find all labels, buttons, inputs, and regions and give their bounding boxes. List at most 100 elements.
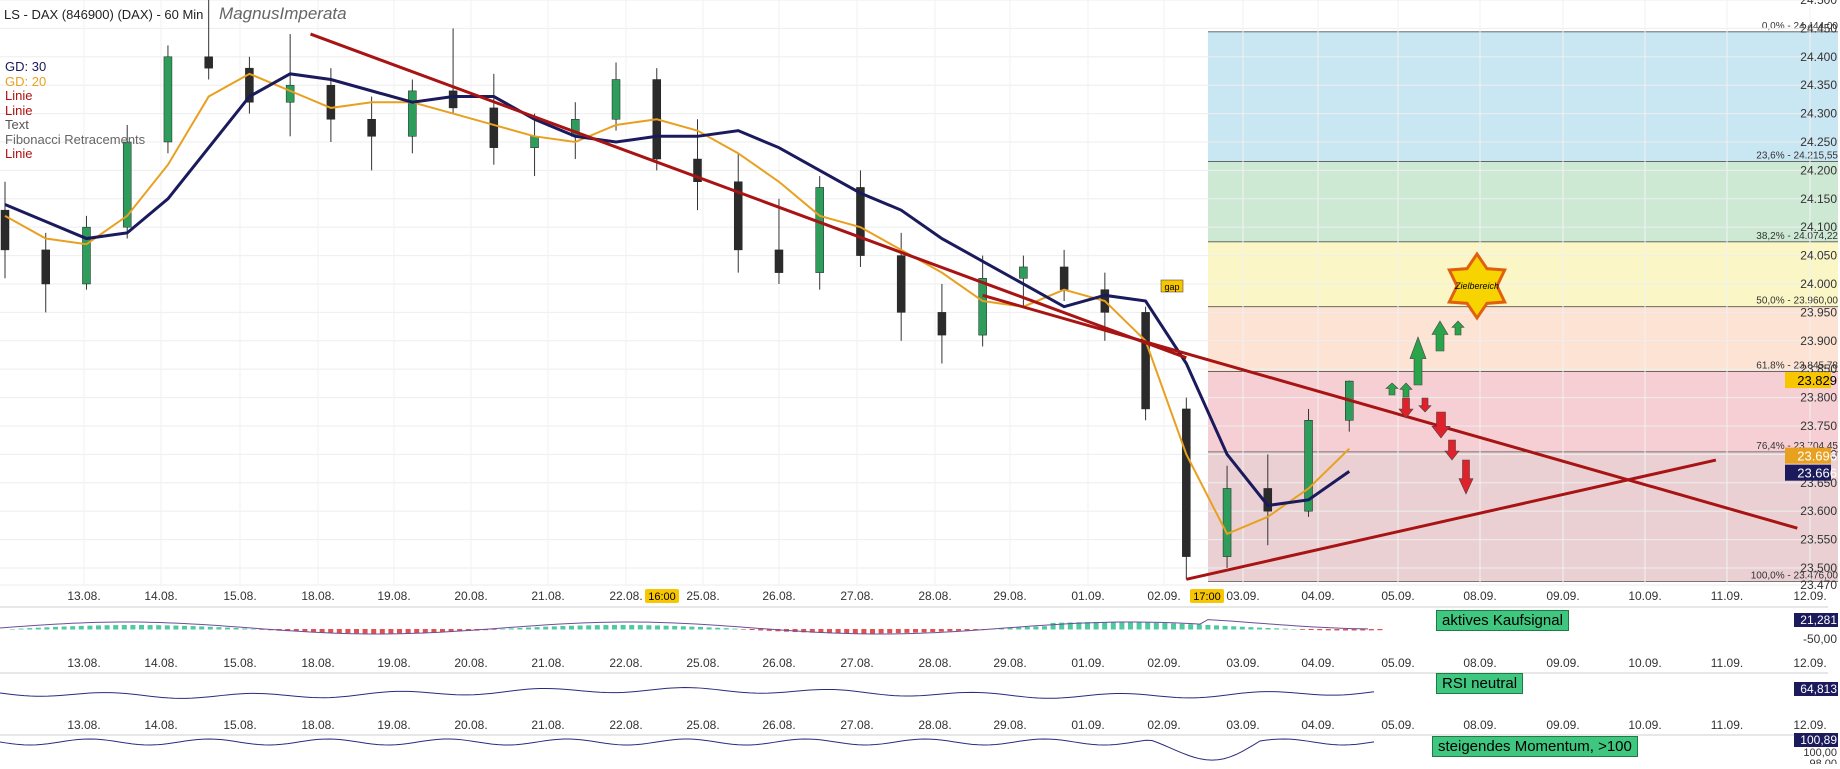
macd-bar bbox=[973, 629, 979, 630]
x-tick-label: 26.08. bbox=[762, 589, 795, 603]
macd-bar bbox=[405, 629, 411, 634]
candle-body bbox=[367, 119, 376, 137]
x-tick-label: 22.08. bbox=[609, 656, 642, 670]
macd-bar bbox=[1222, 625, 1228, 630]
macd-bar bbox=[1171, 623, 1176, 630]
candle-body bbox=[448, 90, 458, 109]
y-tick-label: 24.300 bbox=[1800, 107, 1837, 121]
macd-bar bbox=[156, 625, 162, 630]
macd-bar bbox=[1119, 622, 1125, 630]
macd-bar bbox=[715, 627, 721, 630]
buy-arrow-icon bbox=[1431, 320, 1449, 352]
x-tick-label: 28.08. bbox=[918, 656, 951, 670]
macd-bar bbox=[620, 625, 626, 630]
macd-bar bbox=[1136, 622, 1142, 630]
x-tick-label: 01.09. bbox=[1071, 656, 1104, 670]
macd-bar bbox=[887, 629, 893, 634]
macd-bar bbox=[1334, 629, 1340, 631]
candle-body bbox=[41, 249, 50, 285]
time-tag-1600: 16:00 bbox=[648, 591, 676, 603]
macd-bar bbox=[1042, 626, 1047, 630]
x-tick-label: 20.08. bbox=[454, 589, 487, 603]
macd-bar bbox=[1308, 629, 1314, 631]
macd-bar bbox=[1351, 629, 1357, 631]
time-tag-1700: 17:00 bbox=[1193, 591, 1221, 603]
macd-bar bbox=[87, 625, 93, 630]
macd-bar bbox=[1162, 623, 1168, 630]
macd-bar bbox=[818, 629, 824, 633]
legend-item: Linie bbox=[5, 88, 33, 103]
candle-body bbox=[1304, 420, 1313, 512]
candle-body bbox=[245, 67, 254, 103]
macd-bar bbox=[371, 629, 377, 634]
momentum-signal-badge: steigendes Momentum, >100 bbox=[1432, 736, 1638, 757]
macd-bar bbox=[242, 628, 248, 630]
x-tick-label: 15.08. bbox=[223, 656, 256, 670]
x-tick-label: 04.09. bbox=[1301, 656, 1334, 670]
macd-bar bbox=[216, 627, 222, 630]
fib-zone bbox=[1208, 241, 1838, 307]
rsi-value-bg bbox=[1794, 682, 1838, 696]
macd-bar bbox=[921, 629, 927, 633]
x-tick-label: 12.09. bbox=[1793, 656, 1826, 670]
macd-bar bbox=[1128, 622, 1133, 630]
macd-line bbox=[0, 619, 1369, 635]
legend-item: Fibonacci Retracements bbox=[5, 131, 146, 147]
macd-bar bbox=[199, 626, 205, 630]
macd-bar bbox=[1188, 624, 1194, 630]
x-tick-label: 22.08. bbox=[609, 589, 642, 603]
macd-bar bbox=[1076, 622, 1082, 630]
macd-bar bbox=[1067, 622, 1073, 630]
macd-bar bbox=[285, 629, 291, 632]
y-tick-label: 23.900 bbox=[1800, 334, 1837, 348]
macd-bar bbox=[835, 629, 841, 634]
y-tick-label: 23.750 bbox=[1800, 419, 1837, 433]
y-tick-label: 23.950 bbox=[1800, 305, 1837, 319]
candle-body bbox=[204, 56, 213, 69]
macd-bar bbox=[1050, 622, 1056, 630]
macd-bar bbox=[1231, 626, 1237, 630]
x-tick-label: 25.08. bbox=[686, 589, 719, 603]
x-tick-label: 27.08. bbox=[840, 656, 873, 670]
x-tick-label: 09.09. bbox=[1546, 589, 1579, 603]
macd-bar bbox=[70, 626, 76, 630]
fib-label: 0,0% - 24.444,00 bbox=[1762, 21, 1839, 32]
macd-bar bbox=[448, 629, 454, 632]
sell-arrow-icon bbox=[1398, 397, 1414, 419]
x-tick-label: 28.08. bbox=[918, 718, 951, 732]
macd-bar bbox=[1248, 627, 1254, 630]
x-tick-label: 05.09. bbox=[1381, 656, 1414, 670]
price-ma30-tag: 23.666 bbox=[1797, 466, 1837, 481]
macd-bar bbox=[1179, 623, 1185, 630]
momentum-value: 100,89 bbox=[1800, 733, 1837, 747]
y-tick-label: 24.000 bbox=[1800, 277, 1837, 291]
y-tick-label: 23.470 bbox=[1800, 578, 1837, 592]
macd-bar bbox=[1110, 622, 1116, 630]
chart-title: LS - DAX (846900) (DAX) - 60 Min bbox=[4, 7, 204, 22]
x-tick-label: 08.09. bbox=[1463, 656, 1496, 670]
x-tick-label: 14.08. bbox=[144, 718, 177, 732]
candle-body bbox=[408, 90, 417, 137]
macd-bar bbox=[741, 629, 746, 630]
x-tick-label: 14.08. bbox=[144, 656, 177, 670]
macd-bar bbox=[1093, 622, 1099, 630]
author-name: MagnusImperata bbox=[219, 4, 347, 23]
sell-arrow-icon bbox=[1418, 397, 1432, 413]
x-tick-label: 09.09. bbox=[1546, 718, 1579, 732]
x-tick-label: 13.08. bbox=[67, 718, 100, 732]
y-tick-label: 24.050 bbox=[1800, 249, 1837, 263]
macd-bar bbox=[1205, 624, 1211, 630]
sell-arrow-icon bbox=[1431, 411, 1451, 439]
x-tick-label: 20.08. bbox=[454, 718, 487, 732]
macd-bar bbox=[345, 629, 351, 634]
macd-bar bbox=[551, 626, 557, 630]
macd-bar bbox=[706, 627, 712, 630]
macd-bar bbox=[1024, 626, 1030, 630]
macd-bar bbox=[328, 629, 334, 633]
macd-bar bbox=[440, 629, 445, 633]
legend-item: Text bbox=[5, 117, 29, 132]
y-tick-label: 23.800 bbox=[1800, 391, 1837, 405]
macd-bar bbox=[569, 625, 574, 630]
macd-bar bbox=[999, 628, 1004, 630]
